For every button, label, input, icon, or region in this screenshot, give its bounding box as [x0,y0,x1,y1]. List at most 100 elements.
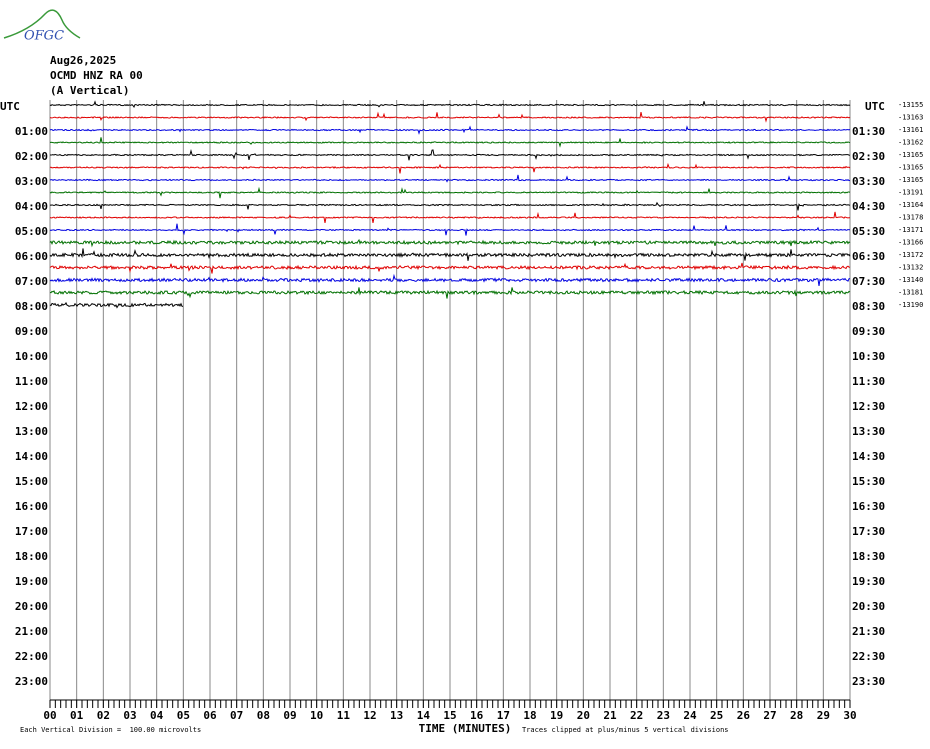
right-hour-label: 18:30 [852,550,885,563]
right-hour-label: 21:30 [852,625,885,638]
x-tick-label: 30 [843,709,856,722]
x-tick-label: 02 [97,709,110,722]
left-hour-label: 16:00 [15,500,48,513]
trace-offset: -13171 [898,226,923,234]
trace [49,125,851,135]
right-hour-label: 12:30 [852,400,885,413]
trace-offset: -13132 [898,264,923,272]
component: (A Vertical) [50,84,129,97]
right-hour-label: 17:30 [852,525,885,538]
logo-text: OFGC [24,29,64,44]
trace [49,223,850,236]
x-tick-label: 19 [550,709,563,722]
x-tick-label: 29 [817,709,830,722]
trace [49,262,851,274]
right-hour-label: 06:30 [852,250,885,263]
right-hour-label: 09:30 [852,325,885,338]
trace [49,137,851,148]
trace [49,186,851,199]
x-tick-label: 21 [603,709,617,722]
right-hour-label: 01:30 [852,125,885,138]
right-hour-label: 14:30 [852,450,885,463]
trace-offset: -13165 [898,164,923,172]
x-tick-label: 01 [70,709,84,722]
trace-offset: -13155 [898,101,923,109]
right-hour-label: 02:30 [852,150,885,163]
left-hour-label: 07:00 [15,275,48,288]
trace-offset: -13191 [898,189,923,197]
right-hour-label: 13:30 [852,425,885,438]
x-tick-label: 03 [123,709,136,722]
scale-note: Each Vertical Division = 100.00 microvol… [20,726,201,734]
x-tick-label: 10 [310,709,323,722]
left-hour-label: 02:00 [15,150,48,163]
left-hour-label: 04:00 [15,200,48,213]
trace [49,201,851,211]
trace [49,287,851,299]
right-hour-label: 03:30 [852,175,885,188]
x-tick-label: 14 [417,709,431,722]
trace-offset: -13190 [898,301,923,309]
trace-offset: -13163 [898,114,923,122]
left-hour-label: 09:00 [15,325,48,338]
logo: OFGC [3,9,81,44]
trace-offset: -13162 [898,139,923,147]
right-hour-label: 20:30 [852,600,885,613]
trace-offset: -13181 [898,289,923,297]
right-hour-label: 23:30 [852,675,885,688]
x-tick-label: 07 [230,709,243,722]
x-tick-label: 00 [43,709,56,722]
x-tick-label: 15 [443,709,456,722]
x-tick-label: 05 [177,709,190,722]
left-hour-label: 13:00 [15,425,48,438]
left-hour-label: 17:00 [15,525,48,538]
x-tick-label: 20 [577,709,590,722]
x-tick-label: 11 [337,709,351,722]
trace [49,174,851,183]
right-hour-label: 19:30 [852,575,885,588]
clip-note: Traces clipped at plus/minus 5 vertical … [522,726,729,734]
x-tick-label: 25 [710,709,723,722]
right-hour-label: 15:30 [852,475,885,488]
right-hour-label: 07:30 [852,275,885,288]
x-tick-label: 23 [657,709,670,722]
x-tick-label: 06 [203,709,217,722]
left-hour-label: 19:00 [15,575,48,588]
trace-offset: -13161 [898,126,923,134]
right-hour-label: 05:30 [852,225,885,238]
x-tick-label: 13 [390,709,403,722]
left-hour-label: 20:00 [15,600,48,613]
trace [49,162,851,174]
x-tick-label: 08 [257,709,270,722]
x-tick-label: 26 [737,709,751,722]
x-tick-label: 16 [470,709,484,722]
right-axis-title: UTC [865,100,885,113]
logo-curve [3,9,81,39]
left-hour-label: 01:00 [15,125,48,138]
trace-offset: -13140 [898,276,923,284]
date: Aug26,2025 [50,54,116,67]
trace [49,111,851,123]
left-hour-label: 18:00 [15,550,48,563]
left-hour-label: 14:00 [15,450,48,463]
trace [49,100,851,109]
left-hour-label: 15:00 [15,475,48,488]
trace [49,211,850,223]
x-tick-label: 04 [150,709,164,722]
left-hour-label: 12:00 [15,400,48,413]
left-axis-title: UTC [0,100,20,113]
trace [49,301,184,309]
trace-offset: -13166 [898,239,923,247]
station: OCMD HNZ RA 00 [50,69,143,82]
x-tick-label: 24 [683,709,697,722]
trace-offset: -13165 [898,151,923,159]
x-tick-label: 09 [283,709,296,722]
trace-offset: -13178 [898,214,923,222]
trace-offset: -13172 [898,251,923,259]
trace-offset: -13164 [898,201,923,209]
left-hour-label: 08:00 [15,300,48,313]
trace [49,273,851,286]
x-tick-label: 12 [363,709,376,722]
left-hour-label: 10:00 [15,350,48,363]
